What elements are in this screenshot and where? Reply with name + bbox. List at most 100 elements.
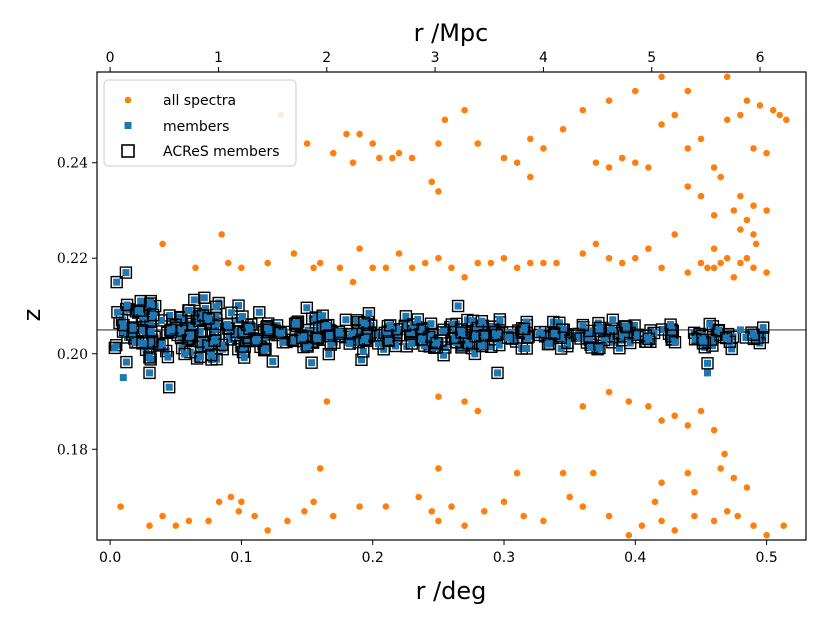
all-spectra-point (710, 517, 718, 525)
all-spectra-point (284, 517, 291, 525)
member-point (262, 345, 269, 353)
acres-member-marker (162, 381, 176, 394)
y-axis-label: z (18, 309, 46, 322)
acres-member-marker (593, 341, 606, 355)
acres-member-marker (332, 325, 346, 339)
acres-member-marker (391, 323, 404, 336)
all-spectra-point (408, 154, 416, 162)
acres-member-marker (703, 317, 716, 331)
x-tick-label: 0.1 (230, 550, 252, 566)
member-point (223, 320, 231, 328)
y-tick-label: 0.22 (57, 251, 88, 267)
plot-frame (96, 71, 807, 541)
acres-member-marker (642, 332, 655, 346)
all-spectra-point (684, 87, 692, 95)
member-point (348, 330, 356, 338)
all-spectra-point (382, 264, 390, 272)
acres-member-marker (305, 356, 318, 369)
all-spectra-point (734, 512, 741, 520)
all-spectra-point (540, 145, 547, 152)
member-point (367, 322, 375, 330)
all-spectra-point (540, 259, 547, 267)
acres-member-marker (518, 322, 531, 336)
member-point (454, 302, 462, 310)
member-point (634, 331, 642, 339)
member-point (255, 308, 263, 316)
acres-member-marker (164, 323, 177, 336)
member-point (671, 338, 679, 346)
legend-acres-members-label: ACReS members (163, 144, 280, 160)
all-spectra-point (763, 531, 770, 539)
acres-member-marker (620, 320, 633, 334)
member-point (167, 326, 174, 334)
member-point (585, 327, 593, 335)
all-spectra-point (632, 87, 639, 95)
acres-member-marker (290, 316, 303, 330)
member-point (608, 325, 616, 333)
all-spectra-point (658, 479, 665, 487)
acres-member-marker (117, 318, 130, 332)
acres-member-marker (382, 334, 395, 348)
all-spectra-point (310, 498, 317, 506)
acres-member-marker (111, 306, 124, 319)
member-point (177, 314, 185, 322)
all-spectra-point (349, 159, 357, 166)
all-spectra-point (500, 498, 508, 506)
acres-member-marker (126, 321, 140, 334)
all-spectra-point (763, 207, 770, 214)
all-spectra-point (389, 154, 396, 162)
y-tick-label: 0.20 (57, 347, 88, 363)
all-spectra-point (408, 264, 416, 272)
all-spectra-point (658, 264, 665, 272)
all-spectra-point (218, 231, 225, 238)
member-point (233, 331, 241, 339)
all-spectra-point (172, 522, 180, 529)
member-point (149, 311, 157, 319)
member-point (353, 316, 360, 324)
all-spectra-point (625, 531, 633, 539)
member-point (358, 356, 365, 364)
plot-area (97, 73, 806, 539)
member-point (227, 309, 235, 317)
member-point (119, 374, 127, 382)
acres-member-marker (554, 331, 567, 344)
acres-member-marker (120, 355, 133, 369)
all-spectra-point (763, 149, 770, 157)
all-spectra-point (579, 403, 587, 410)
top-x-tick-label: 5 (647, 50, 656, 66)
top-x-tick-label: 6 (756, 50, 765, 66)
member-point (722, 334, 730, 342)
all-spectra-point (743, 254, 751, 262)
member-point (346, 340, 354, 348)
member-point (407, 328, 415, 336)
all-spectra-point (369, 264, 377, 272)
all-spectra-point (435, 254, 442, 262)
acres-member-marker (319, 319, 333, 332)
member-point (433, 339, 440, 347)
acres-member-marker (493, 313, 506, 326)
all-spectra-point (421, 259, 429, 267)
member-point (184, 306, 192, 314)
legend-members-marker (124, 122, 132, 129)
member-point (609, 316, 617, 324)
acres-member-marker (701, 357, 714, 370)
member-point (224, 324, 232, 332)
member-point (212, 311, 220, 319)
member-point (219, 345, 227, 353)
all-spectra-point (769, 106, 777, 114)
acres-member-marker (323, 329, 336, 342)
axes: 0.0 0.1 0.2 0.3 0.4 0.5 0.18 0.20 0.22 0.24 0 1 2 3 4 5… (57, 50, 778, 566)
all-spectra-point (376, 154, 383, 162)
all-spectra-point (776, 111, 783, 119)
all-spectra-point (441, 116, 449, 124)
all-spectra-point (737, 111, 744, 119)
member-point (750, 331, 757, 339)
acres-member-marker (345, 327, 358, 341)
acres-member-marker (469, 330, 482, 343)
member-point (111, 344, 119, 352)
acres-member-marker (202, 339, 215, 352)
acres-member-marker (411, 313, 424, 326)
member-point (135, 307, 143, 315)
all-spectra-point (605, 97, 613, 104)
member-point (439, 328, 447, 336)
